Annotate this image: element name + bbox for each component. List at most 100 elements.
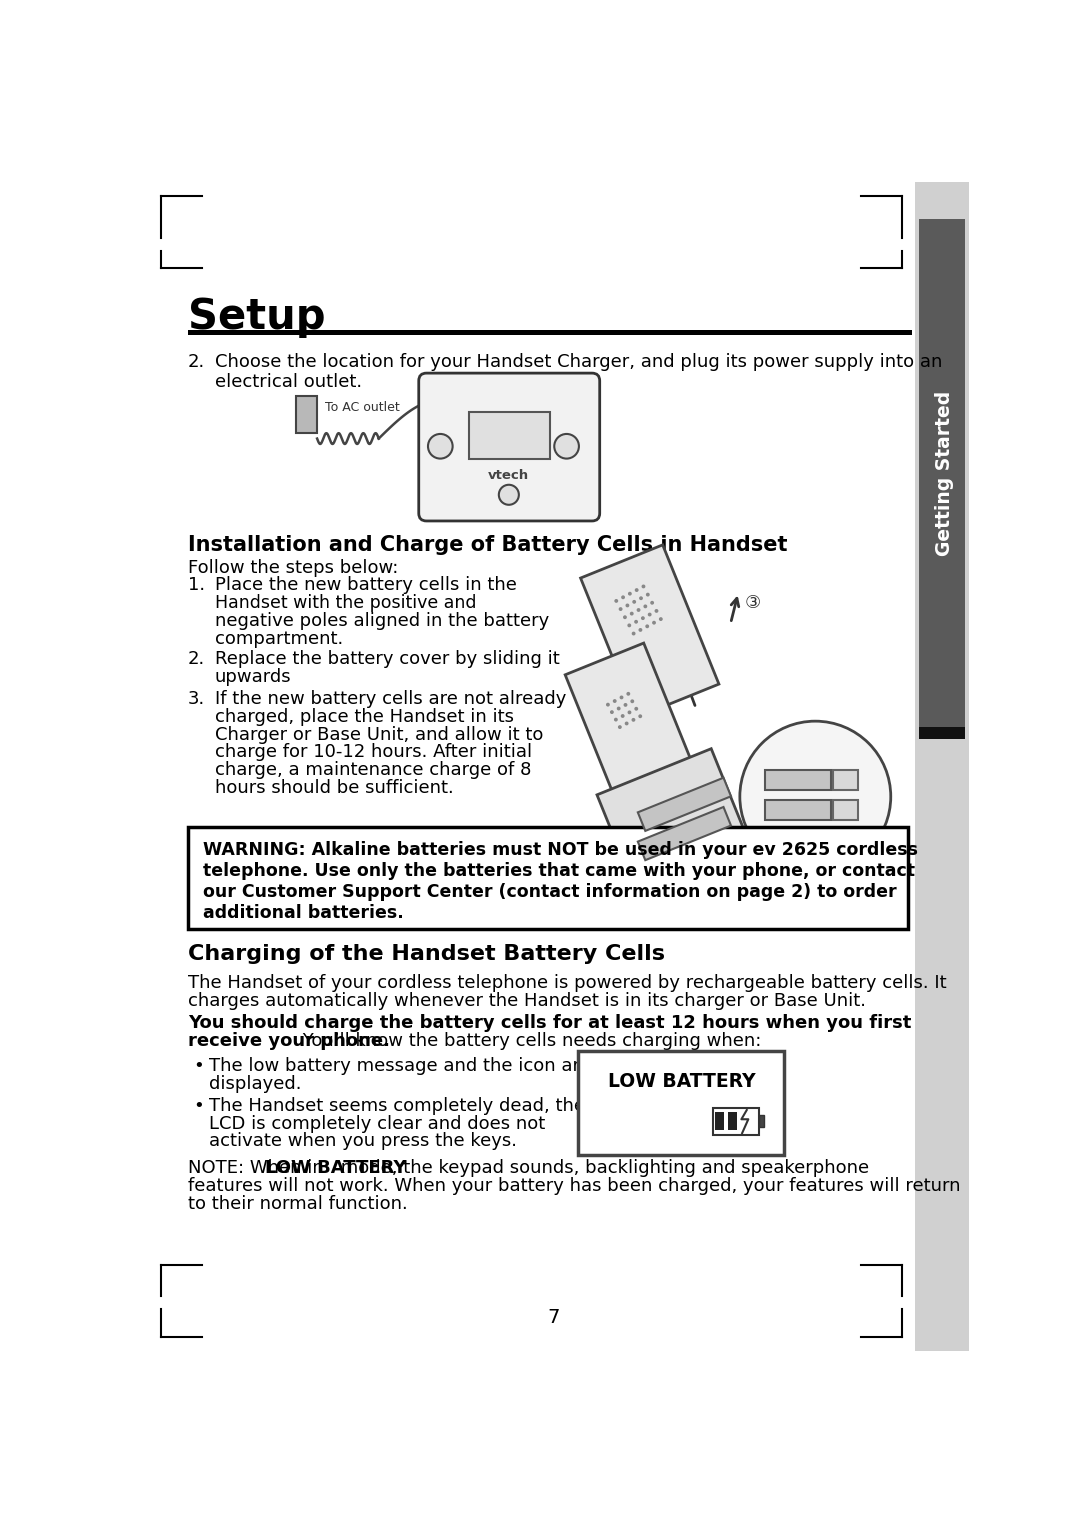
Text: ①: ① [815, 882, 832, 899]
Text: Installation and Charge of Battery Cells in Handset: Installation and Charge of Battery Cells… [188, 534, 787, 554]
Circle shape [640, 616, 645, 619]
Circle shape [615, 600, 618, 603]
Text: 2.: 2. [188, 354, 205, 370]
Circle shape [644, 604, 647, 609]
Text: 1.: 1. [188, 577, 205, 595]
Circle shape [499, 484, 518, 505]
Circle shape [659, 618, 663, 621]
Text: WARNING: Alkaline batteries must NOT be used in your ev 2625 cordless: WARNING: Alkaline batteries must NOT be … [203, 841, 918, 859]
Bar [766, 770, 831, 789]
Text: charge, a maintenance charge of 8: charge, a maintenance charge of 8 [215, 761, 531, 779]
Text: to their normal function.: to their normal function. [188, 1196, 407, 1213]
Circle shape [627, 592, 632, 595]
Text: Place the new battery cells in the: Place the new battery cells in the [215, 577, 516, 595]
Bar [759, 1116, 765, 1126]
Circle shape [632, 631, 635, 636]
Circle shape [639, 597, 643, 600]
Circle shape [626, 692, 631, 695]
Circle shape [634, 619, 638, 624]
Text: To AC outlet: To AC outlet [325, 401, 400, 414]
Text: •: • [193, 1098, 204, 1114]
Circle shape [610, 710, 613, 713]
Polygon shape [638, 808, 731, 861]
Text: LCD is completely clear and does not: LCD is completely clear and does not [208, 1114, 544, 1132]
Text: mode, the keypad sounds, backlighting and speakerphone: mode, the keypad sounds, backlighting an… [335, 1158, 869, 1176]
Text: LOW BATTERY: LOW BATTERY [608, 1072, 755, 1091]
Text: NOTE: When in: NOTE: When in [188, 1158, 329, 1176]
Circle shape [632, 718, 635, 721]
Text: upwards: upwards [215, 668, 292, 686]
Bar [766, 800, 831, 821]
Circle shape [654, 609, 659, 613]
Circle shape [623, 703, 627, 707]
Circle shape [652, 621, 656, 624]
Polygon shape [597, 748, 748, 888]
Circle shape [624, 721, 629, 726]
Circle shape [627, 624, 631, 627]
Text: hours should be sufficient.: hours should be sufficient. [215, 779, 454, 797]
Bar [296, 396, 318, 433]
Text: negative poles aligned in the battery: negative poles aligned in the battery [215, 612, 549, 630]
Text: Choose the location for your Handset Charger, and plug its power supply into an: Choose the location for your Handset Cha… [215, 354, 942, 370]
Text: ③: ③ [744, 594, 760, 612]
Text: 7: 7 [548, 1309, 559, 1327]
Text: The Handset of your cordless telephone is powered by rechargeable battery cells.: The Handset of your cordless telephone i… [188, 973, 946, 991]
Circle shape [625, 604, 630, 607]
Text: additional batteries.: additional batteries. [203, 903, 404, 921]
Circle shape [620, 695, 623, 700]
Bar [833, 800, 858, 821]
Circle shape [618, 726, 622, 729]
Bar [916, 182, 969, 1351]
Bar [469, 411, 550, 460]
Text: compartment.: compartment. [215, 630, 343, 648]
Circle shape [635, 587, 638, 592]
Text: features will not work. When your battery has been charged, your features will r: features will not work. When your batter… [188, 1176, 960, 1195]
Bar [833, 770, 858, 789]
Text: Getting Started: Getting Started [935, 390, 954, 556]
Bar [919, 727, 966, 739]
Text: displayed.: displayed. [208, 1075, 301, 1093]
Circle shape [631, 700, 634, 703]
Circle shape [740, 721, 891, 871]
Text: telephone. Use only the batteries that came with your phone, or contact: telephone. Use only the batteries that c… [203, 862, 915, 880]
Text: 2.: 2. [188, 650, 205, 668]
Circle shape [638, 628, 643, 631]
Polygon shape [581, 545, 719, 718]
Circle shape [621, 595, 625, 600]
Text: Handset with the positive and: Handset with the positive and [215, 594, 476, 612]
Circle shape [428, 434, 453, 458]
Text: You should charge the battery cells for at least 12 hours when you first: You should charge the battery cells for … [188, 1014, 912, 1032]
Circle shape [650, 601, 654, 604]
Circle shape [613, 718, 618, 721]
Circle shape [627, 710, 632, 715]
Circle shape [554, 434, 579, 458]
Circle shape [623, 615, 626, 619]
Circle shape [630, 612, 634, 615]
Circle shape [617, 706, 621, 710]
Text: vtech: vtech [488, 469, 529, 483]
Text: Follow the steps below:: Follow the steps below: [188, 560, 399, 577]
Text: charge for 10-12 hours. After initial: charge for 10-12 hours. After initial [215, 744, 531, 762]
Circle shape [634, 707, 638, 710]
Text: •: • [193, 1057, 204, 1075]
Bar [728, 1111, 737, 1129]
Bar [919, 219, 966, 727]
Bar [715, 1111, 725, 1129]
Circle shape [612, 700, 617, 703]
Circle shape [606, 703, 610, 706]
Text: Charger or Base Unit, and allow it to: Charger or Base Unit, and allow it to [215, 726, 543, 744]
Circle shape [621, 713, 624, 718]
Text: LOW BATTERY: LOW BATTERY [266, 1158, 407, 1176]
Text: activate when you press the keys.: activate when you press the keys. [208, 1132, 516, 1151]
Circle shape [636, 609, 640, 612]
Circle shape [619, 607, 622, 610]
Text: Charging of the Handset Battery Cells: Charging of the Handset Battery Cells [188, 944, 665, 964]
Circle shape [638, 715, 643, 718]
Bar [188, 827, 907, 929]
Text: our Customer Support Center (contact information on page 2) to order: our Customer Support Center (contact inf… [203, 883, 896, 900]
Circle shape [642, 584, 646, 589]
Polygon shape [638, 777, 731, 830]
Text: Replace the battery cover by sliding it: Replace the battery cover by sliding it [215, 650, 559, 668]
Text: You’ll know the battery cells needs charging when:: You’ll know the battery cells needs char… [297, 1032, 761, 1050]
Text: 3.: 3. [188, 691, 205, 709]
